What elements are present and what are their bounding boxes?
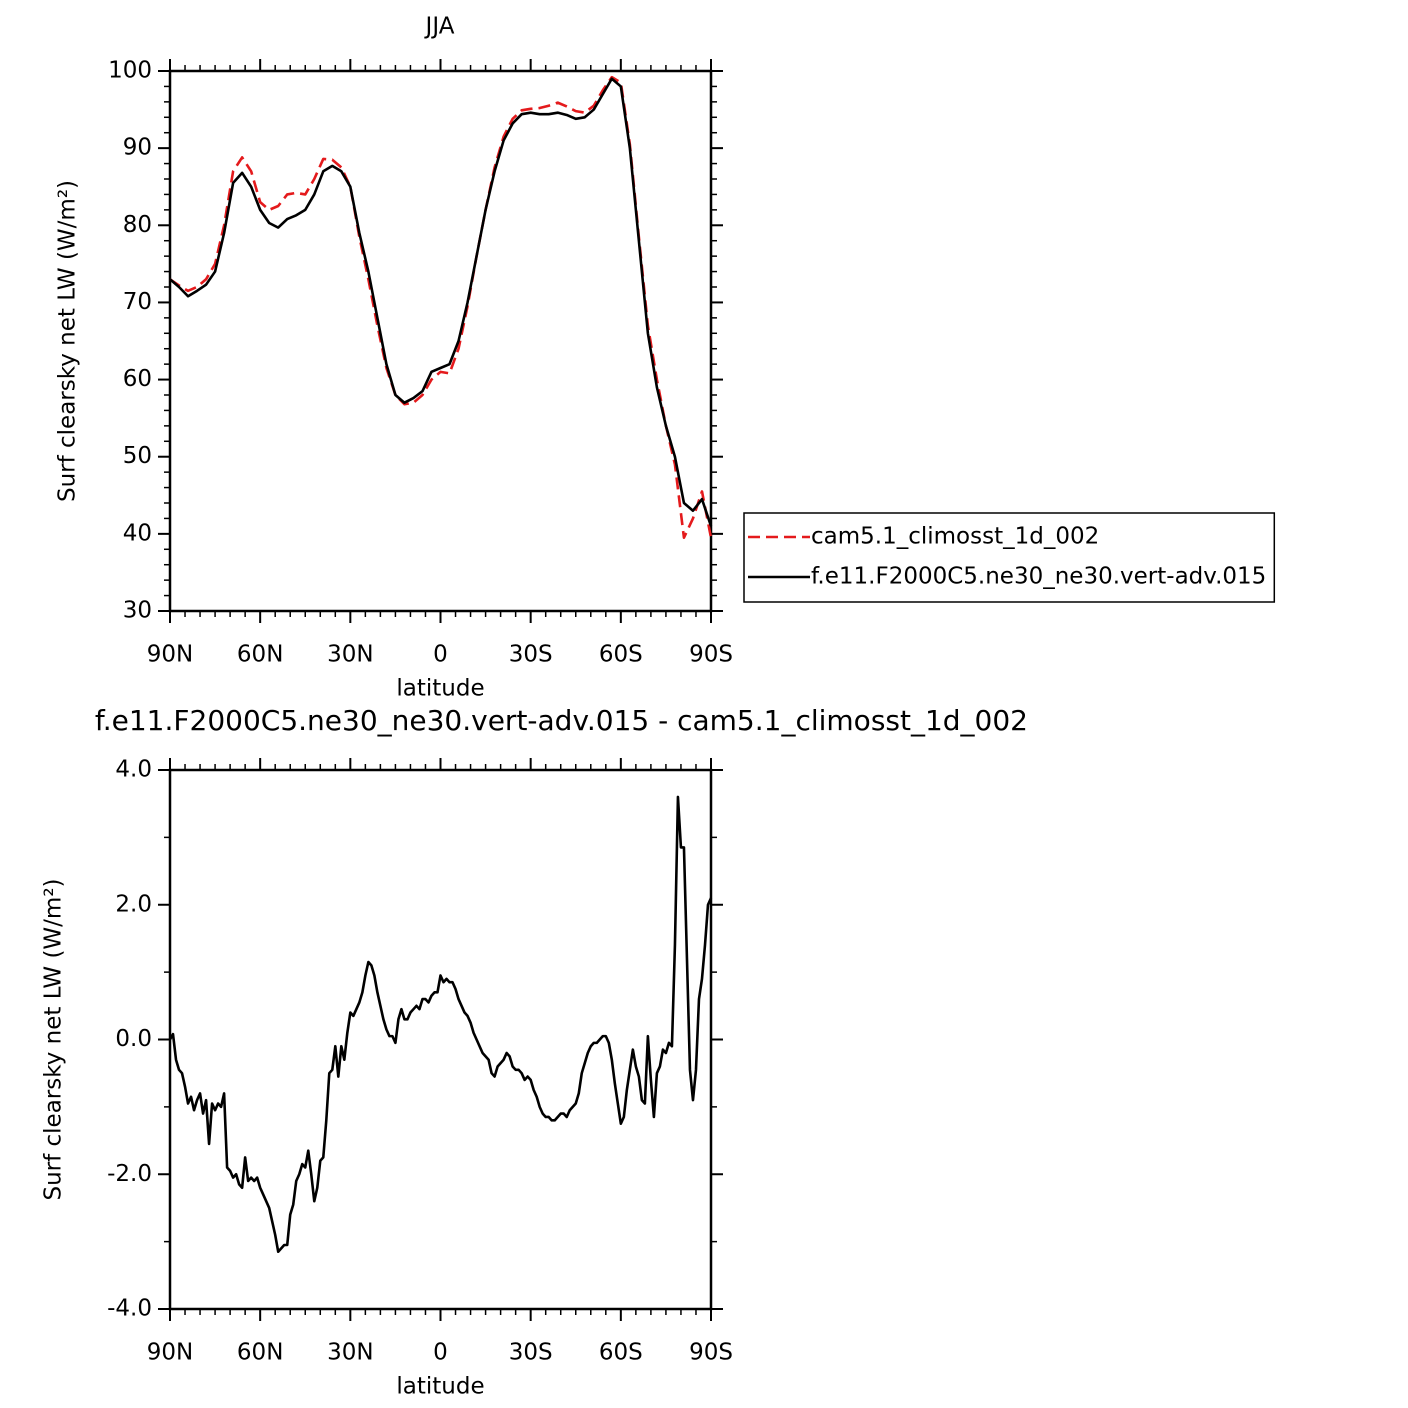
y-axis-label: Surf clearsky net LW (W/m²): [41, 878, 67, 1200]
x-tick-label: 30N: [327, 642, 373, 668]
y-tick-label: 60: [123, 366, 152, 392]
y-tick-label: 2.0: [115, 891, 152, 917]
y-tick-label: 4.0: [115, 757, 152, 783]
x-tick-label: 0: [433, 1340, 448, 1366]
x-tick-label: 60N: [237, 1340, 283, 1366]
y-tick-label: 90: [123, 135, 152, 161]
legend-label: cam5.1_climosst_1d_002: [811, 524, 1099, 550]
y-tick-label: 40: [123, 520, 152, 546]
panel: f.e11.F2000C5.ne30_ne30.vert-adv.015 - c…: [41, 704, 1029, 1400]
y-tick-label: 70: [123, 289, 152, 315]
y-tick-label: -2.0: [107, 1161, 152, 1187]
chart-title: JJA: [424, 14, 455, 40]
x-tick-label: 60S: [599, 1340, 643, 1366]
x-tick-label: 90N: [147, 1340, 193, 1366]
x-tick-label: 90N: [147, 642, 193, 668]
x-tick-label: 30S: [509, 1340, 553, 1366]
y-axis-label: Surf clearsky net LW (W/m²): [55, 180, 81, 502]
x-tick-label: 90S: [689, 642, 733, 668]
panel: JJA latitude Surf clearsky net LW (W/m²) 90…: [55, 14, 733, 702]
y-tick-label: 80: [123, 212, 152, 238]
x-tick-label: 60S: [599, 642, 643, 668]
x-axis-label: latitude: [396, 1374, 484, 1400]
data-line: [169, 77, 713, 527]
legend-box: [743, 512, 1276, 603]
chart-title: f.e11.F2000C5.ne30_ne30.vert-adv.015 - c…: [95, 704, 1028, 737]
plot-frame: [168, 768, 713, 1311]
x-tick-label: 30N: [327, 1340, 373, 1366]
y-tick-label: 0.0: [115, 1026, 152, 1052]
plot-frame: [168, 69, 713, 613]
y-tick-label: 30: [123, 598, 152, 624]
x-tick-label: 90S: [689, 1340, 733, 1366]
legend-label: f.e11.F2000C5.ne30_ne30.vert-adv.015: [811, 564, 1266, 590]
x-tick-label: 30S: [509, 642, 553, 668]
y-tick-label: 50: [123, 443, 152, 469]
x-tick-label: 60N: [237, 642, 283, 668]
x-axis-label: latitude: [396, 676, 484, 702]
y-tick-label: -4.0: [107, 1296, 152, 1322]
y-tick-label: 100: [108, 58, 152, 84]
data-line: [169, 75, 713, 540]
legend: cam5.1_climosst_1d_002 f.e11.F2000C5.ne30…: [743, 512, 1276, 603]
x-tick-label: 0: [433, 642, 448, 668]
data-line: [168, 795, 713, 1254]
